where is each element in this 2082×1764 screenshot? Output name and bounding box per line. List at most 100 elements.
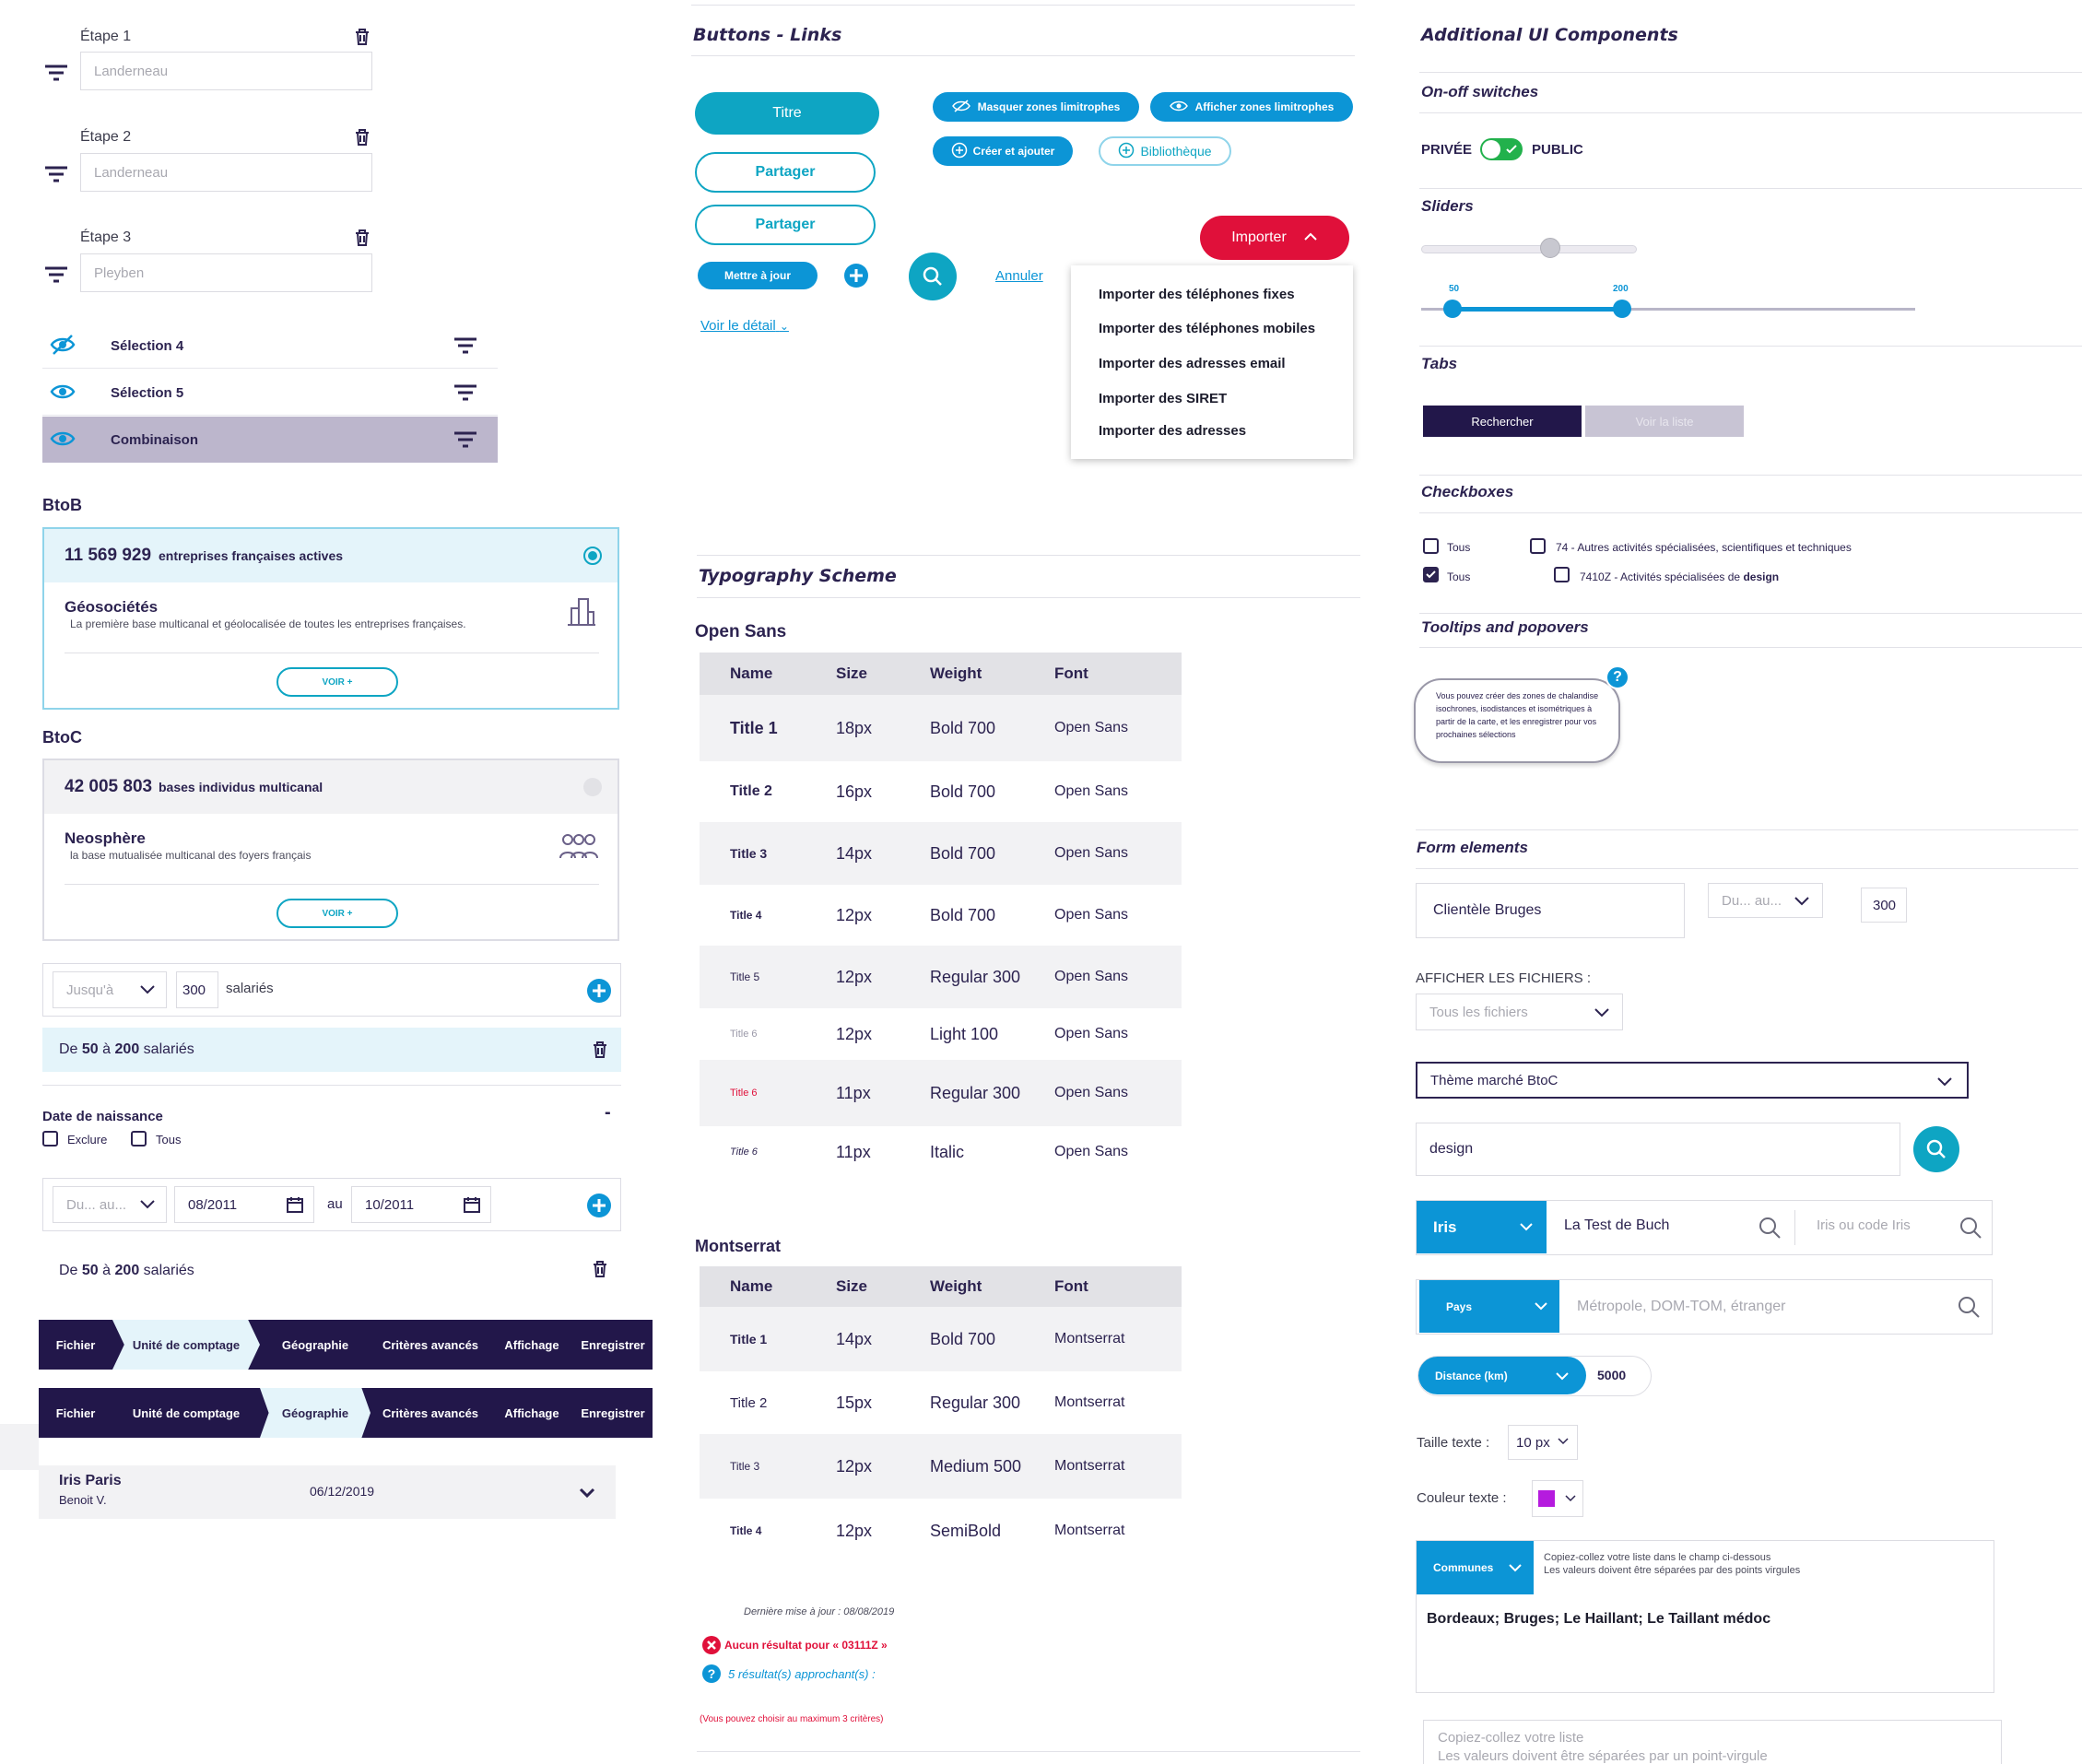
number-input[interactable]: 300: [1861, 888, 1907, 923]
search-icon[interactable]: [1758, 1216, 1782, 1240]
stepper-step-active[interactable]: Géographie: [260, 1388, 371, 1438]
all-checkbox[interactable]: [131, 1131, 147, 1147]
import-menu-item[interactable]: Importer des téléphones mobiles: [1099, 321, 1316, 336]
country-placeholder[interactable]: Métropole, DOM-TOM, étranger: [1577, 1299, 1786, 1314]
stepper-step[interactable]: Unité de comptage: [132, 1405, 241, 1420]
library-button[interactable]: Bibliothèque: [1099, 136, 1231, 166]
search-icon[interactable]: [1958, 1216, 1982, 1240]
date-range-select[interactable]: Du... au...: [53, 1186, 167, 1223]
import-menu-item[interactable]: Importer des téléphones fixes: [1099, 287, 1295, 302]
search-button[interactable]: [909, 253, 957, 300]
import-button[interactable]: Importer: [1200, 216, 1349, 260]
step-input[interactable]: Pleyben: [80, 253, 372, 292]
history-row[interactable]: Iris Paris Benoit V. 06/12/2019: [39, 1465, 616, 1519]
employee-count-input[interactable]: 300: [176, 971, 218, 1008]
title-button[interactable]: Titre: [695, 92, 879, 135]
help-icon[interactable]: ?: [1606, 665, 1629, 689]
communes-select[interactable]: Communes: [1417, 1541, 1534, 1594]
range-select[interactable]: Du... au...: [1708, 883, 1823, 918]
filter-icon[interactable]: [453, 384, 477, 401]
trash-icon[interactable]: [354, 229, 371, 247]
paste-textarea[interactable]: Copiez-collez votre liste Les valeurs do…: [1423, 1720, 2002, 1764]
radio-selected[interactable]: [583, 547, 602, 565]
eye-icon[interactable]: [50, 429, 76, 448]
selection-row[interactable]: Sélection 5: [42, 370, 498, 416]
date-to-input[interactable]: 10/2011: [351, 1186, 491, 1223]
calendar-icon[interactable]: [286, 1195, 304, 1217]
selection-row[interactable]: Sélection 4: [42, 323, 498, 369]
slider-track[interactable]: [1421, 245, 1637, 253]
filter-icon[interactable]: [453, 431, 477, 448]
search-input[interactable]: design: [1416, 1123, 1900, 1176]
calendar-icon[interactable]: [463, 1195, 481, 1217]
stepper-step[interactable]: Enregistrer: [581, 1405, 645, 1420]
filter-icon[interactable]: [453, 337, 477, 354]
range-thumb-min[interactable]: [1443, 300, 1462, 318]
theme-select[interactable]: Thème marché BtoC: [1416, 1062, 1969, 1099]
privacy-toggle[interactable]: [1480, 138, 1523, 160]
distance-value[interactable]: 5000: [1597, 1368, 1627, 1382]
date-from-input[interactable]: 08/2011: [174, 1186, 314, 1223]
stepper-step[interactable]: Fichier: [55, 1405, 96, 1420]
slider-thumb[interactable]: [1540, 238, 1561, 258]
filter-icon[interactable]: [44, 166, 68, 182]
share-button[interactable]: Partager: [695, 152, 876, 193]
import-menu-item[interactable]: Importer des SIRET: [1099, 391, 1228, 406]
btob-card[interactable]: 11 569 929 entreprises françaises active…: [42, 527, 619, 710]
add-icon[interactable]: [587, 979, 611, 1003]
range-thumb-max[interactable]: [1613, 300, 1631, 318]
import-menu-item[interactable]: Importer des adresses: [1099, 423, 1247, 439]
activity-checkbox[interactable]: [1530, 538, 1546, 554]
cancel-link[interactable]: Annuler: [995, 268, 1043, 284]
trash-icon[interactable]: [354, 28, 371, 46]
search-button[interactable]: [1913, 1126, 1959, 1172]
create-add-button[interactable]: Créer et ajouter: [933, 136, 1073, 166]
detail-link[interactable]: Voir le détail ⌄: [700, 318, 789, 334]
range-track[interactable]: [1421, 308, 1915, 311]
filter-icon[interactable]: [44, 266, 68, 283]
collapse-toggle[interactable]: -: [605, 1102, 611, 1123]
import-menu-item[interactable]: Importer des adresses email: [1099, 356, 1286, 371]
add-icon[interactable]: [587, 1194, 611, 1217]
iris-placeholder[interactable]: Iris ou code Iris: [1817, 1217, 1911, 1233]
trash-icon[interactable]: [592, 1260, 608, 1278]
update-button[interactable]: Mettre à jour: [698, 262, 818, 289]
client-input[interactable]: Clientèle Bruges: [1416, 883, 1685, 938]
add-icon[interactable]: [844, 264, 868, 288]
chevron-down-icon[interactable]: [577, 1482, 597, 1502]
all-checkbox-checked[interactable]: [1423, 567, 1439, 582]
stepper-step[interactable]: Affichage: [504, 1405, 559, 1420]
files-select[interactable]: Tous les fichiers: [1416, 994, 1623, 1030]
stepper-step[interactable]: Enregistrer: [581, 1337, 645, 1352]
exclude-checkbox[interactable]: [42, 1131, 58, 1147]
share-button[interactable]: Partager: [695, 205, 876, 245]
limit-select[interactable]: Jusqu'à: [53, 971, 167, 1008]
selection-row-active[interactable]: Combinaison: [42, 417, 498, 463]
stepper-step[interactable]: Affichage: [504, 1337, 559, 1352]
step-input[interactable]: Landerneau: [80, 153, 372, 192]
stepper-step[interactable]: Fichier: [55, 1337, 96, 1352]
text-size-select[interactable]: 10 px: [1508, 1425, 1578, 1460]
hide-zones-button[interactable]: Masquer zones limitrophes: [933, 92, 1139, 122]
voir-button[interactable]: VOIR +: [276, 899, 398, 928]
communes-value[interactable]: Bordeaux; Bruges; Le Haillant; Le Tailla…: [1427, 1611, 1771, 1627]
trash-icon[interactable]: [592, 1041, 608, 1059]
all-checkbox[interactable]: [1423, 538, 1439, 554]
tab-rechercher[interactable]: Rechercher: [1423, 406, 1582, 437]
search-icon[interactable]: [1957, 1295, 1981, 1319]
voir-button[interactable]: VOIR +: [276, 667, 398, 697]
show-zones-button[interactable]: Afficher zones limitrophes: [1150, 92, 1353, 122]
eye-off-icon[interactable]: [50, 334, 76, 356]
stepper-step-active[interactable]: Unité de comptage: [112, 1320, 260, 1370]
tab-voir-liste[interactable]: Voir la liste: [1585, 406, 1744, 437]
color-picker[interactable]: [1532, 1480, 1583, 1517]
stepper-step[interactable]: Géographie: [281, 1337, 349, 1352]
activity-checkbox[interactable]: [1554, 567, 1570, 582]
iris-select[interactable]: Iris: [1417, 1201, 1547, 1253]
distance-select[interactable]: Distance (km): [1418, 1357, 1586, 1394]
step-input[interactable]: Landerneau: [80, 52, 372, 90]
filter-icon[interactable]: [44, 65, 68, 81]
country-select[interactable]: Pays: [1419, 1280, 1559, 1333]
eye-icon[interactable]: [50, 382, 76, 401]
stepper-step[interactable]: Critères avancés: [382, 1337, 479, 1352]
